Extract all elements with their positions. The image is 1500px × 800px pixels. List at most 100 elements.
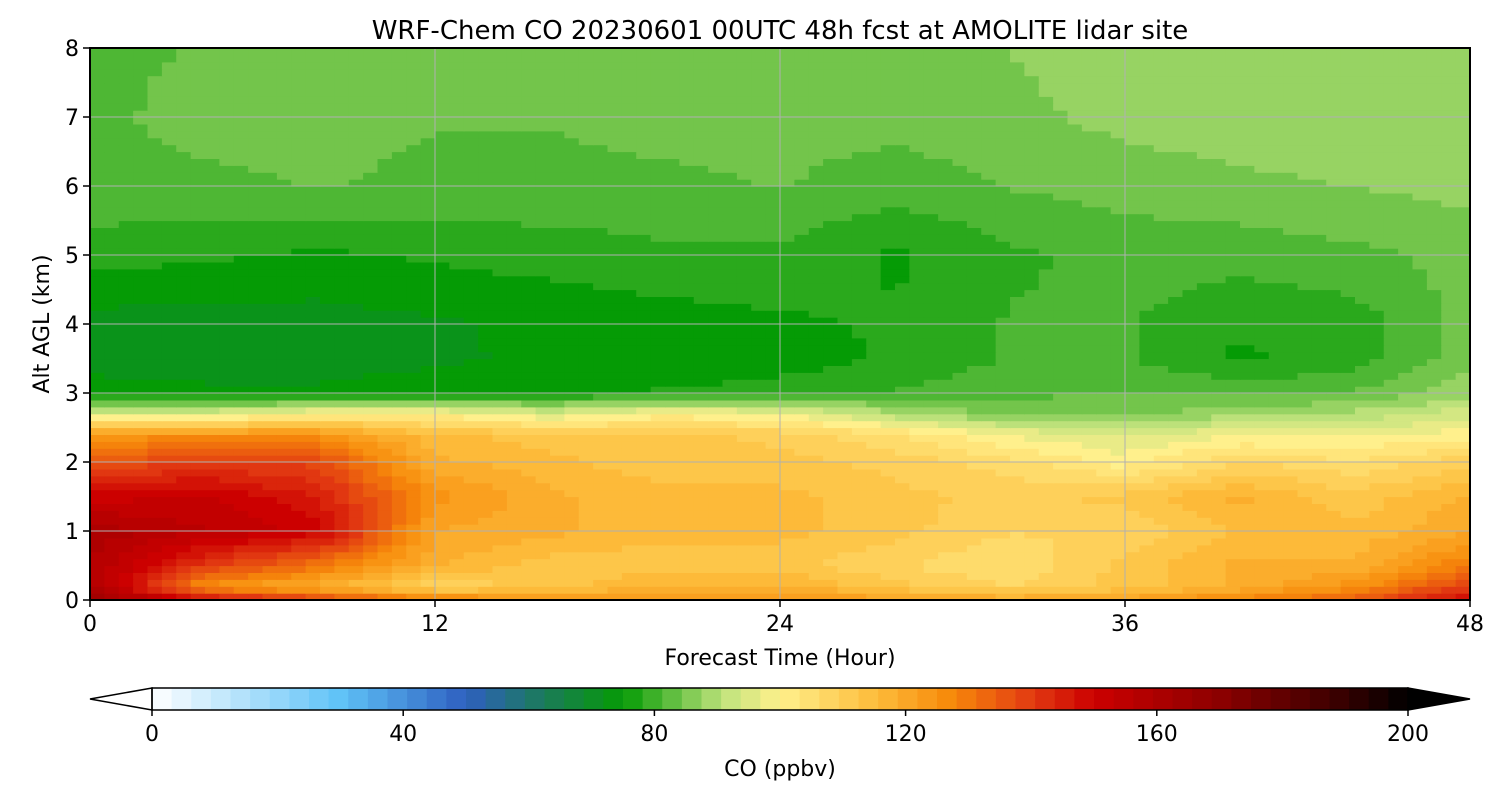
heatmap-cell — [1369, 365, 1385, 373]
heatmap-cell — [1355, 386, 1370, 394]
heatmap-cell — [463, 296, 479, 304]
heatmap-cell — [1326, 544, 1342, 553]
heatmap-cell — [708, 434, 724, 442]
heatmap-cell — [966, 406, 982, 415]
heatmap-cell — [262, 393, 278, 401]
heatmap-cell — [1326, 572, 1342, 580]
heatmap-cell — [1168, 324, 1184, 332]
heatmap-cell — [1426, 282, 1442, 291]
heatmap-cell — [995, 296, 1011, 304]
heatmap-cell — [506, 261, 522, 270]
heatmap-cell — [90, 441, 105, 449]
heatmap-cell — [1038, 324, 1054, 332]
heatmap-cell — [90, 399, 105, 408]
heatmap-cell — [521, 372, 537, 380]
heatmap-cell — [1283, 434, 1299, 442]
heatmap-cell — [463, 365, 479, 373]
heatmap-cell — [1211, 427, 1227, 435]
heatmap-cell — [1067, 399, 1083, 408]
heatmap-cell — [966, 434, 982, 442]
heatmap-cell — [190, 317, 206, 325]
heatmap-cell — [1441, 310, 1457, 318]
heatmap-cell — [1053, 551, 1069, 560]
heatmap-cell — [478, 489, 494, 498]
heatmap-cell — [521, 434, 537, 442]
heatmap-cell — [190, 289, 206, 297]
heatmap-cell — [1297, 462, 1313, 470]
heatmap-cell — [780, 337, 795, 346]
heatmap-cell — [895, 406, 910, 415]
heatmap-cell — [348, 351, 364, 360]
heatmap-cell — [535, 434, 551, 442]
heatmap-cell — [665, 441, 680, 449]
heatmap-cell — [1311, 393, 1327, 401]
heatmap-cell — [435, 489, 450, 498]
heatmap-cell — [1326, 317, 1342, 325]
heatmap-cell — [708, 241, 724, 249]
heatmap-cell — [550, 524, 565, 532]
heatmap-cell — [291, 386, 307, 394]
heatmap-cell — [1240, 358, 1255, 366]
heatmap-cell — [1369, 496, 1385, 504]
heatmap-cell — [851, 275, 867, 284]
heatmap-cell — [1326, 399, 1342, 408]
heatmap-cell — [233, 489, 249, 498]
heatmap-cell — [851, 386, 867, 394]
heatmap-cell — [1340, 468, 1356, 477]
heatmap-cell — [1225, 558, 1241, 567]
heatmap-cell — [1211, 586, 1227, 594]
heatmap-cell — [808, 317, 824, 325]
heatmap-cell — [248, 330, 264, 339]
heatmap-cell — [1369, 579, 1385, 587]
heatmap-cell — [665, 565, 680, 573]
heatmap-cell — [1211, 255, 1227, 263]
heatmap-cell — [305, 282, 321, 291]
heatmap-cell — [593, 544, 609, 553]
heatmap-cell — [248, 593, 264, 601]
heatmap-cell — [679, 248, 695, 256]
heatmap-cell — [909, 468, 925, 477]
heatmap-cell — [219, 344, 235, 353]
heatmap-cell — [1268, 434, 1284, 442]
heatmap-cell — [90, 593, 105, 601]
heatmap-cell — [1426, 441, 1442, 449]
heatmap-cell — [305, 344, 321, 353]
heatmap-cell — [895, 448, 910, 456]
heatmap-cell — [1311, 434, 1327, 442]
heatmap-cell — [1067, 503, 1083, 511]
heatmap-cell — [1153, 537, 1169, 546]
heatmap-cell — [291, 248, 307, 256]
heatmap-cell — [923, 337, 939, 346]
heatmap-cell — [952, 558, 968, 567]
heatmap-cell — [1211, 296, 1227, 304]
heatmap-cell — [449, 531, 465, 539]
heatmap-cell — [1441, 275, 1457, 284]
heatmap-cell — [1369, 537, 1385, 546]
heatmap-cell — [1455, 462, 1471, 470]
heatmap-cell — [866, 579, 882, 587]
heatmap-cell — [176, 303, 192, 311]
heatmap-cell — [161, 565, 177, 573]
heatmap-cell — [478, 441, 494, 449]
heatmap-cell — [1426, 386, 1442, 394]
heatmap-cell — [478, 351, 494, 360]
heatmap-cell — [219, 358, 235, 366]
heatmap-cell — [679, 468, 695, 477]
heatmap-cell — [736, 593, 752, 601]
heatmap-cell — [463, 551, 479, 560]
heatmap-cell — [391, 303, 407, 311]
heatmap-cell — [780, 268, 795, 277]
heatmap-cell — [1283, 379, 1299, 387]
heatmap-cell — [391, 524, 407, 532]
heatmap-cell — [1355, 330, 1370, 339]
heatmap-cell — [377, 579, 393, 587]
heatmap-cell — [1168, 593, 1184, 601]
heatmap-cell — [736, 275, 752, 284]
heatmap-cell — [1441, 317, 1457, 325]
heatmap-cell — [535, 303, 551, 311]
heatmap-cell — [1455, 482, 1471, 491]
heatmap-cell — [1426, 462, 1442, 470]
heatmap-cell — [765, 399, 781, 408]
heatmap-cell — [751, 475, 767, 484]
heatmap-cell — [1283, 261, 1299, 270]
